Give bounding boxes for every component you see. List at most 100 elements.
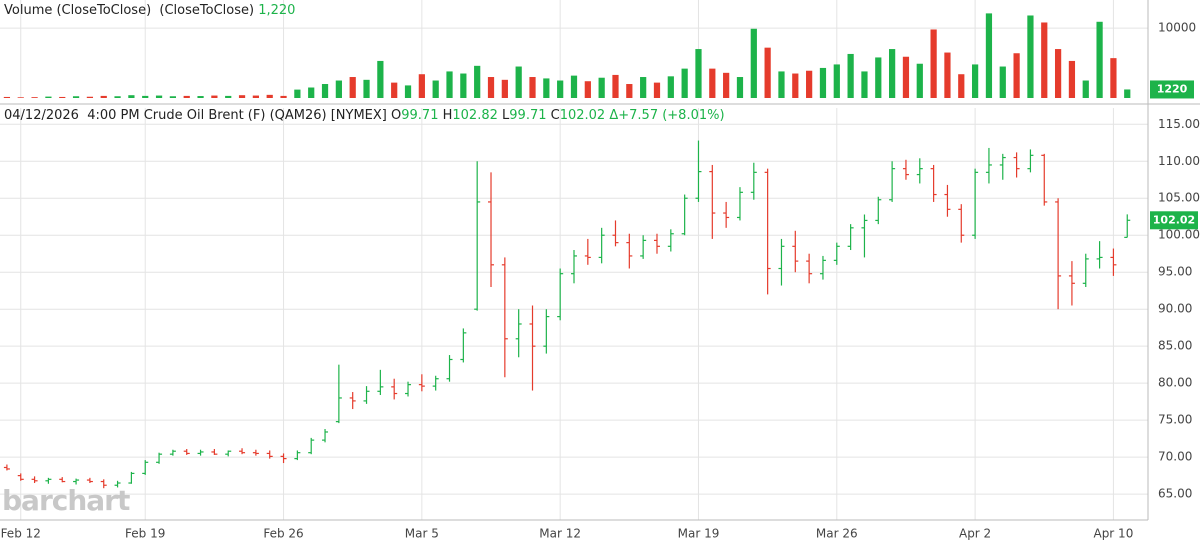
time: 4:00 PM — [87, 108, 140, 123]
close-label: C — [550, 108, 560, 123]
y-tick-label: 90.00 — [1158, 302, 1192, 316]
volume-bar — [806, 70, 813, 98]
volume-bar — [750, 28, 757, 98]
volume-bar — [349, 77, 356, 98]
volume-bar — [833, 64, 840, 98]
low-label: L — [502, 108, 510, 123]
y-tick-label: 95.00 — [1158, 265, 1192, 279]
y-tick-label: 70.00 — [1158, 450, 1192, 464]
volume-bar — [861, 71, 868, 98]
volume-bar — [335, 80, 342, 98]
volume-bar — [529, 77, 536, 98]
volume-bar — [1110, 58, 1117, 98]
volume-bar — [211, 95, 218, 98]
x-tick-label: Feb 26 — [263, 527, 303, 541]
volume-bar — [598, 77, 605, 98]
volume-bar — [128, 95, 135, 98]
last-volume-label: 1220 — [1157, 82, 1188, 95]
volume-bar — [971, 64, 979, 98]
close-value: 102.02 — [559, 108, 606, 123]
x-tick-label: Apr 2 — [959, 527, 991, 541]
volume-bar — [17, 97, 24, 98]
volume-bar — [916, 63, 923, 98]
volume-bar — [930, 29, 937, 98]
y-tick-label: 75.00 — [1158, 413, 1192, 427]
y-tick-label: 100.00 — [1158, 228, 1200, 242]
volume-bar — [1041, 22, 1048, 99]
volume-bar — [819, 67, 827, 98]
volume-bar — [3, 96, 11, 98]
last-price-label: 102.02 — [1153, 213, 1195, 226]
volume-bar — [363, 79, 370, 98]
volume-bar — [557, 80, 564, 98]
volume-bar — [1096, 21, 1103, 99]
volume-bar — [1027, 15, 1034, 98]
volume-bar — [432, 80, 439, 98]
volume-bar — [59, 96, 66, 98]
x-tick-label: Mar 5 — [405, 527, 439, 541]
volume-bar — [902, 56, 910, 98]
volume-bar — [114, 96, 121, 98]
volume-bar — [847, 53, 854, 98]
volume-bar — [570, 75, 578, 98]
volume-bar — [280, 95, 287, 98]
volume-bar — [681, 68, 688, 98]
volume-bar — [640, 77, 647, 98]
volume-bar — [695, 49, 702, 98]
volume-bar — [985, 13, 993, 99]
open-value: 99.71 — [401, 108, 439, 123]
x-tick-label: Feb 12 — [1, 527, 41, 541]
change: Δ+7.57 (+8.01%) — [609, 108, 725, 123]
volume-bar — [474, 65, 481, 98]
volume-header: Volume (CloseToClose) (CloseToClose) 1,2… — [4, 3, 295, 18]
volume-bar — [404, 85, 412, 98]
last-volume-box — [1150, 80, 1194, 99]
volume-bar — [155, 95, 163, 98]
x-tick-label: Mar 19 — [678, 527, 720, 541]
volume-bar — [183, 95, 190, 98]
volume-bar — [736, 77, 744, 98]
volume-bar — [543, 78, 550, 98]
x-tick-label: Mar 26 — [816, 527, 858, 541]
volume-bar — [875, 57, 882, 98]
volume-bar — [626, 84, 633, 98]
volume-bar — [252, 95, 259, 98]
open-label: O — [391, 108, 402, 123]
volume-bar — [584, 81, 591, 98]
high-label: H — [442, 108, 453, 123]
volume-bar — [321, 84, 329, 98]
volume-bar — [460, 73, 467, 98]
volume-bar — [487, 77, 495, 98]
y-tick-label: 105.00 — [1158, 191, 1200, 205]
volume-bar — [294, 89, 301, 98]
y-tick-label: 65.00 — [1158, 487, 1192, 501]
volume-bar — [501, 79, 508, 98]
volume-bar — [515, 66, 522, 98]
y-tick-label: 85.00 — [1158, 339, 1192, 353]
volume-bar — [100, 95, 107, 98]
volume-bar — [709, 68, 716, 98]
symbol: Crude Oil Brent (F) (QAM26) [NYMEX] — [143, 108, 387, 123]
last-price-box — [1150, 211, 1198, 230]
volume-bar — [1068, 60, 1076, 98]
volume-bar — [764, 47, 771, 98]
volume-bar — [653, 82, 661, 98]
y-tick-label: 115.00 — [1158, 117, 1200, 131]
volume-bar — [72, 96, 80, 98]
volume-bar — [612, 74, 619, 98]
volume-last: 1,220 — [258, 3, 296, 18]
volume-bar — [266, 94, 273, 98]
y-tick-label: 80.00 — [1158, 376, 1192, 390]
volume-bar — [446, 71, 453, 98]
volume-bar — [31, 97, 38, 98]
volume-bar — [197, 96, 204, 98]
price-header: 04/12/2026 4:00 PM Crude Oil Brent (F) (… — [4, 108, 725, 123]
volume-bar — [667, 76, 674, 98]
volume-bar — [1013, 53, 1020, 98]
volume-bar — [723, 72, 730, 98]
volume-bar — [308, 87, 315, 98]
volume-bar — [778, 71, 785, 98]
x-tick-label: Feb 19 — [125, 527, 165, 541]
